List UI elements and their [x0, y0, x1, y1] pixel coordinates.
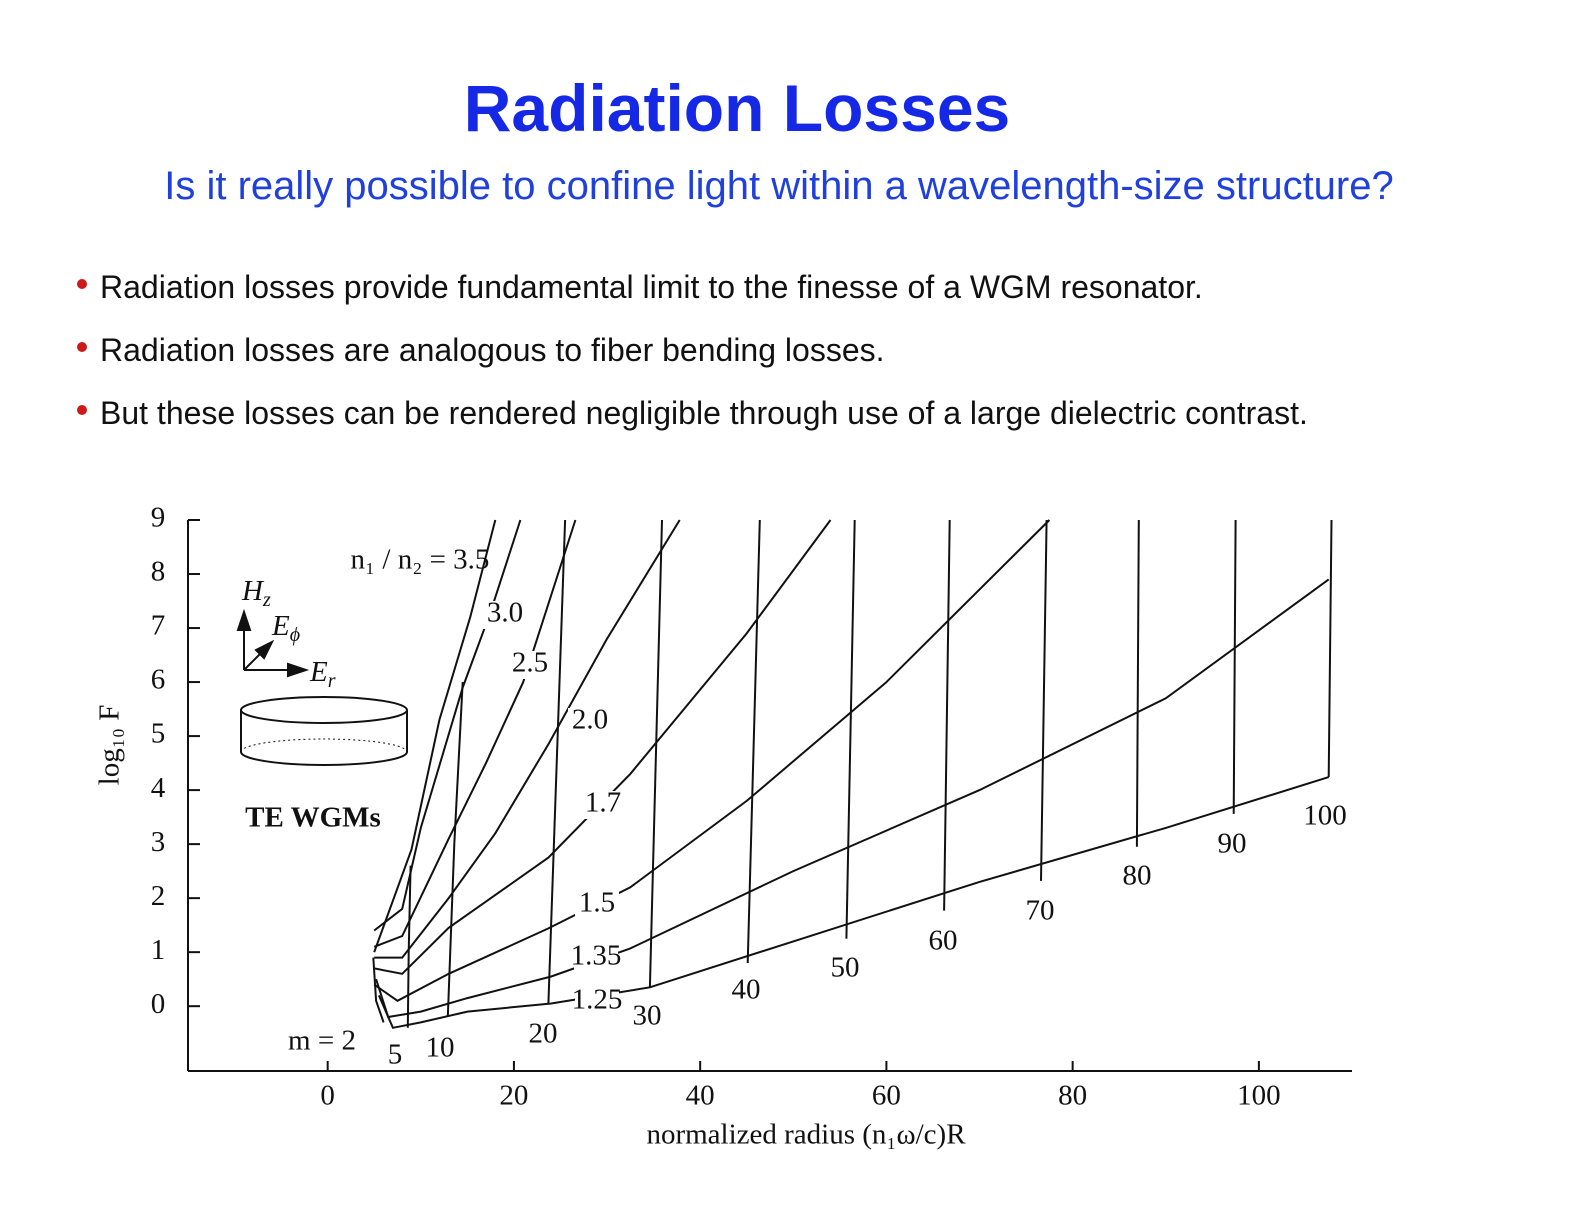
bullet-list: Radiation losses provide fundamental lim…	[74, 262, 1308, 451]
label-bg	[575, 988, 619, 1016]
x-tick-label: 100	[1237, 1080, 1281, 1112]
annotation-sub: r	[328, 670, 336, 692]
label-bg	[508, 651, 552, 679]
series-line	[373, 519, 497, 953]
series-line	[845, 519, 856, 939]
y-tick-label: 3	[151, 826, 166, 858]
annotation-text: E	[271, 610, 290, 642]
annotation: Hz	[241, 575, 271, 611]
series-line	[547, 519, 567, 1004]
bullet: Radiation losses provide fundamental lim…	[74, 262, 1308, 325]
series-label: 5	[388, 1039, 403, 1071]
y-axis-label: log₁₀ F	[94, 705, 126, 786]
series-line	[406, 865, 412, 1028]
label-bg	[568, 708, 612, 736]
bullet: But these losses can be rendered negligi…	[74, 388, 1308, 451]
x-tick-label: 60	[872, 1080, 901, 1112]
series-label: 50	[831, 952, 860, 984]
series-line	[746, 519, 761, 964]
series-label: 1.35	[571, 940, 622, 972]
slide-subtitle: Is it really possible to confine light w…	[164, 164, 1394, 208]
series-label: 40	[732, 974, 761, 1006]
annotation: Eϕ	[271, 610, 300, 646]
series-label: 60	[929, 925, 958, 957]
annotation-sub: ϕ	[290, 624, 300, 646]
y-tick-label: 4	[151, 772, 166, 804]
annotation-text: E	[309, 656, 328, 688]
inset	[236, 608, 408, 766]
series-label: 20	[529, 1018, 558, 1050]
y-tick-label: 6	[151, 664, 166, 696]
annotation-text: H	[241, 575, 265, 607]
series-line	[648, 519, 663, 988]
y-tick-label: 9	[151, 502, 166, 534]
series-label: 1.5	[579, 887, 615, 919]
y-tick-label: 0	[151, 988, 166, 1020]
annotation: Er	[309, 656, 336, 692]
label-bg	[581, 791, 625, 819]
series-label: n₁ / n₂ = 3.5	[351, 544, 490, 576]
slide-title: Radiation Losses	[463, 71, 1011, 145]
series-line	[1232, 519, 1237, 814]
y-tick-label: 7	[151, 610, 166, 642]
x-tick-label: 20	[499, 1080, 528, 1112]
series-label: 30	[633, 1000, 662, 1032]
label-bg	[483, 601, 527, 629]
series-label: 100	[1303, 800, 1347, 832]
series-line	[373, 519, 522, 932]
series-label: 70	[1026, 895, 1055, 927]
series-line	[374, 519, 681, 959]
series-line	[1135, 519, 1140, 847]
series-label: 2.5	[512, 647, 548, 679]
y-tick-label: 5	[151, 718, 166, 750]
annotation-sub: z	[262, 589, 271, 611]
y-tick-label: 1	[151, 934, 166, 966]
x-tick-label: 0	[320, 1080, 335, 1112]
series-label: 3.0	[487, 597, 523, 629]
series-line	[446, 682, 464, 1018]
annotation: TE WGMs	[245, 802, 381, 834]
series-label: 2.0	[572, 704, 608, 736]
series-label: 90	[1218, 828, 1247, 860]
series-label: m = 2	[288, 1025, 356, 1057]
label-bg	[575, 891, 619, 919]
series-label: 10	[426, 1032, 455, 1064]
series-line	[1327, 519, 1333, 778]
series-label: 1.25	[572, 984, 623, 1016]
x-tick-label: 80	[1058, 1080, 1087, 1112]
series-line	[377, 776, 1329, 1029]
series-line	[372, 957, 385, 1023]
series-line	[374, 519, 832, 975]
y-tick-label: 8	[151, 556, 166, 588]
series-label: 1.7	[585, 787, 621, 819]
bullet: Radiation losses are analogous to fiber …	[74, 325, 1308, 388]
label-bg	[574, 944, 618, 972]
series-line	[373, 519, 577, 948]
y-tick-label: 2	[151, 880, 166, 912]
series-line	[943, 519, 951, 911]
series-label: 80	[1123, 860, 1152, 892]
x-tick-label: 40	[686, 1080, 715, 1112]
series-line	[1040, 519, 1048, 881]
x-axis-label: normalized radius (n₁ω/c)R	[646, 1119, 966, 1151]
